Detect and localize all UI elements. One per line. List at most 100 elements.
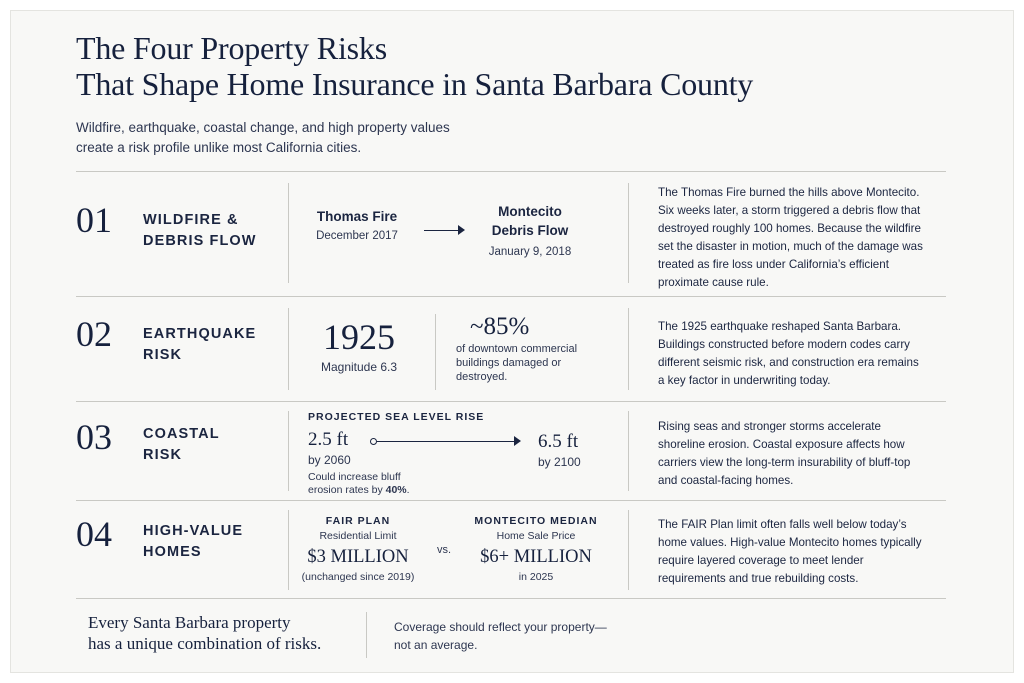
event-to: Montecito Debris Flow January 9, 2018: [474, 202, 586, 264]
row-category: EARTHQUAKE RISK: [143, 324, 256, 366]
sea-level-value: 2.5 ft: [308, 429, 349, 450]
fair-plan-heading: FAIR PLAN: [325, 515, 391, 527]
description-line: Rising seas and stronger storms accelera…: [658, 420, 881, 433]
category-line: EARTHQUAKE: [143, 326, 257, 342]
erosion-note-text: erosion rates by: [308, 484, 386, 496]
damage-stat: ~85% of downtown commercial buildings da…: [456, 312, 606, 384]
sea-level-heading: PROJECTED SEA LEVEL RISE: [308, 411, 485, 423]
event-title: Thomas Fire: [316, 209, 398, 224]
description-line: set the disaster in motion, much of the …: [658, 240, 923, 253]
page-frame: [10, 10, 1014, 673]
divider-row-3: [76, 500, 946, 501]
footer-line: not an average.: [394, 638, 478, 652]
footer-line: has a unique combination of risks.: [88, 634, 322, 653]
sea-level-year: by 2100: [538, 455, 581, 469]
fair-plan-sub: Residential Limit: [319, 530, 397, 542]
page-title: The Four Property Risks That Shape Home …: [76, 30, 753, 102]
description-line: and coastal-facing homes.: [658, 474, 794, 487]
median-value: $6+ MILLION: [480, 547, 592, 567]
footer-line: Coverage should reflect your property—: [394, 620, 607, 634]
event-date: January 9, 2018: [488, 246, 572, 258]
subtitle-line-1: Wildfire, earthquake, coastal change, an…: [76, 120, 450, 135]
sea-level-to: 6.5 ft by 2100: [538, 430, 618, 471]
divider-top: [76, 171, 946, 172]
footer-note: Coverage should reflect your property— n…: [394, 618, 607, 654]
fair-plan-note: (unchanged since 2019): [301, 571, 415, 583]
column-divider: [628, 510, 629, 590]
timeline-start-icon: [370, 438, 377, 445]
description-line: a key factor in underwriting today.: [658, 374, 831, 387]
category-line: DEBRIS FLOW: [143, 233, 257, 249]
category-line: RISK: [143, 447, 183, 463]
description-line: require layered coverage to meet lender: [658, 554, 864, 567]
row-number: 04: [76, 514, 112, 554]
percent-value: ~85%: [470, 313, 530, 340]
arrow-right-icon: [458, 225, 465, 235]
erosion-note: erosion rates by 40%.: [308, 484, 438, 497]
median-note: in 2025: [518, 571, 554, 583]
fair-plan-value: $3 MILLION: [307, 547, 409, 567]
subtitle-line-2: create a risk profile unlike most Califo…: [76, 140, 362, 155]
description-line: shoreline erosion. Coastal exposure affe…: [658, 438, 905, 451]
footer-statement: Every Santa Barbara property has a uniqu…: [88, 612, 321, 654]
arrow-right-icon: [514, 436, 521, 446]
event-title: Debris Flow: [491, 223, 569, 238]
percent-caption: of downtown commercial: [456, 343, 578, 355]
percent-caption: destroyed.: [456, 371, 508, 383]
erosion-note: Could increase bluff: [308, 471, 401, 483]
description-line: carriers view the long-term insurability…: [658, 456, 911, 469]
description-line: The FAIR Plan limit often falls well bel…: [658, 518, 907, 531]
row-number: 03: [76, 417, 112, 457]
column-divider: [435, 314, 436, 390]
description-line: Six weeks later, a storm triggered a deb…: [658, 204, 921, 217]
event-date: December 2017: [316, 230, 398, 242]
event-title: Montecito: [498, 204, 562, 219]
column-divider: [288, 411, 289, 491]
description-line: different seismic risk, and construction…: [658, 356, 919, 369]
description-line: proximate cause rule.: [658, 276, 769, 289]
description-line: treated as fire loss under California’s …: [658, 258, 889, 271]
fair-plan-stat: FAIR PLAN Residential Limit $3 MILLION (…: [298, 514, 418, 584]
arrow-line: [424, 230, 458, 231]
divider-row-1: [76, 296, 946, 297]
row-category: HIGH-VALUE HOMES: [143, 521, 243, 563]
timeline-line: [377, 441, 514, 442]
category-line: COASTAL: [143, 426, 220, 442]
description-line: destroyed roughly 100 homes. Because the…: [658, 222, 921, 235]
description-line: The Thomas Fire burned the hills above M…: [658, 186, 920, 199]
year-value: 1925: [323, 317, 395, 357]
description-line: home values. High-value Montecito homes …: [658, 536, 922, 549]
divider-row-4: [76, 598, 946, 599]
category-line: RISK: [143, 347, 183, 363]
divider-row-2: [76, 401, 946, 402]
footer-line: Every Santa Barbara property: [88, 613, 291, 632]
page-subtitle: Wildfire, earthquake, coastal change, an…: [76, 118, 556, 158]
category-line: HIGH-VALUE: [143, 523, 244, 539]
earthquake-year: 1925 Magnitude 6.3: [300, 316, 418, 376]
row-category: WILDFIRE & DEBRIS FLOW: [143, 210, 257, 252]
title-line-2: That Shape Home Insurance in Santa Barba…: [76, 66, 754, 102]
erosion-note-text: .: [406, 484, 410, 496]
row-description: The FAIR Plan limit often falls well bel…: [658, 516, 953, 588]
median-sub: Home Sale Price: [496, 530, 576, 542]
title-line-1: The Four Property Risks: [76, 30, 387, 66]
column-divider: [288, 510, 289, 590]
row-number: 02: [76, 314, 112, 354]
row-category: COASTAL RISK: [143, 424, 220, 466]
category-line: WILDFIRE &: [143, 212, 239, 228]
column-divider: [628, 308, 629, 390]
column-divider: [288, 183, 289, 283]
versus-label: vs.: [437, 544, 452, 556]
row-number: 01: [76, 200, 112, 240]
column-divider: [628, 411, 629, 491]
magnitude-label: Magnitude 6.3: [320, 360, 398, 374]
description-line: Buildings constructed before modern code…: [658, 338, 910, 351]
description-line: requirements and true rebuilding costs.: [658, 572, 859, 585]
description-line: The 1925 earthquake reshaped Santa Barba…: [658, 320, 901, 333]
sea-level-value: 6.5 ft: [538, 431, 579, 452]
erosion-percent: 40%: [385, 484, 407, 496]
median-heading: MONTECITO MEDIAN: [474, 515, 598, 527]
median-price-stat: MONTECITO MEDIAN Home Sale Price $6+ MIL…: [470, 514, 602, 584]
percent-caption: buildings damaged or: [456, 357, 562, 369]
row-description: The Thomas Fire burned the hills above M…: [658, 184, 953, 292]
